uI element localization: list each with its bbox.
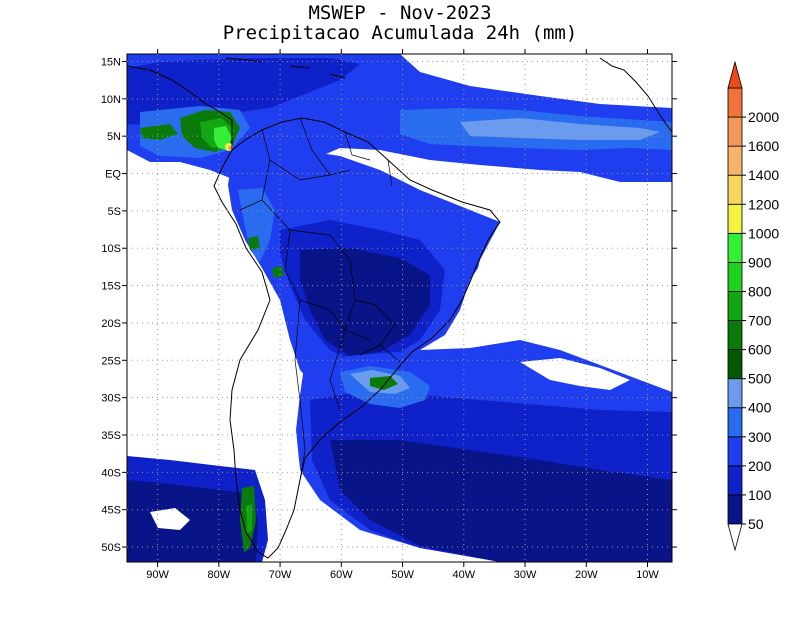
colorbar-swatch xyxy=(727,378,743,409)
dry-pacific xyxy=(127,160,296,456)
lat-tick-label: 40S xyxy=(101,467,121,479)
lat-tick-label: 5N xyxy=(107,131,121,143)
colorbar-swatch xyxy=(727,174,743,205)
lon-tick-label: 80W xyxy=(208,569,231,581)
country-borders xyxy=(239,117,401,481)
lat-tick-label: EQ xyxy=(105,169,121,181)
lat-tick-label: 20S xyxy=(101,318,121,330)
precip-pacific-green xyxy=(140,124,178,140)
precip-south-pacific-navy xyxy=(127,480,258,562)
lat-tick-label: 35S xyxy=(101,430,121,442)
map-subtitle: Precipitacao Acumulada 24h (mm) xyxy=(222,22,578,44)
colorbar: 50 100 200 300 400 500 600 700 800 900 1000 1200 140… xyxy=(727,60,779,552)
africa-coastline xyxy=(599,57,672,133)
colorbar-swatch xyxy=(727,232,743,263)
colorbar-label: 400 xyxy=(748,400,772,416)
colorbar-label: 500 xyxy=(748,371,772,387)
lat-tick-label: 10S xyxy=(101,243,121,255)
colorbar-label: 300 xyxy=(748,429,772,445)
lat-tick-label: 15N xyxy=(101,56,121,68)
colorbar-swatch xyxy=(727,145,743,176)
colorbar-label: 50 xyxy=(748,516,764,532)
lat-tick-label: 10N xyxy=(101,94,121,106)
precip-brazil-navy xyxy=(300,248,430,356)
lon-tick-label: 40W xyxy=(452,569,475,581)
precip-south-atlantic-navy xyxy=(330,440,672,562)
colorbar-swatch xyxy=(727,87,743,118)
colorbar-swatch xyxy=(727,436,743,467)
dry-pacific-patch xyxy=(150,508,190,530)
precip-peru-green xyxy=(248,236,260,250)
lon-tick-label: 50W xyxy=(391,569,414,581)
dry-atlantic-north xyxy=(460,170,672,392)
lat-tick-label: 5S xyxy=(108,206,121,218)
colorbar-swatch xyxy=(727,465,743,496)
colorbar-bottom-arrow xyxy=(727,523,743,552)
colorbar-top-arrow xyxy=(727,60,743,89)
lon-tick-label: 70W xyxy=(269,569,292,581)
lat-tick-label: 15S xyxy=(101,281,121,293)
colorbar-label: 800 xyxy=(748,283,772,299)
colorbar-label: 1400 xyxy=(748,167,779,183)
precip-max-orange xyxy=(228,146,232,150)
colorbar-swatch xyxy=(727,116,743,147)
map-field xyxy=(127,54,672,562)
lat-tick-label: 30S xyxy=(101,393,121,405)
graticule xyxy=(127,54,672,562)
dry-atlantic-south-patch xyxy=(520,358,630,390)
precip-peru-green2 xyxy=(272,266,284,278)
precip-southbrazil-green xyxy=(370,376,398,390)
lat-tick-label: 45S xyxy=(101,505,121,517)
lat-tick-label: 50S xyxy=(101,542,121,554)
lon-tick-label: 10W xyxy=(636,569,659,581)
colorbar-swatch xyxy=(727,494,743,525)
colorbar-label: 1000 xyxy=(748,225,779,241)
lat-tick-label: 25S xyxy=(101,355,121,367)
lon-tick-label: 90W xyxy=(146,569,169,581)
colorbar-label: 900 xyxy=(748,254,772,270)
colorbar-swatch xyxy=(727,291,743,321)
colorbar-swatch xyxy=(727,349,743,380)
colorbar-label: 2000 xyxy=(748,109,779,125)
colorbar-label: 100 xyxy=(748,487,772,503)
lon-tick-label: 20W xyxy=(575,569,598,581)
colorbar-swatch xyxy=(727,407,743,438)
central-america-coastline xyxy=(127,65,233,150)
colorbar-label: 600 xyxy=(748,342,772,358)
precip-chile-bright xyxy=(246,504,252,534)
map-frame xyxy=(126,53,673,563)
colorbar-swatch xyxy=(727,320,743,350)
colorbar-swatch xyxy=(727,261,743,292)
colorbar-label: 700 xyxy=(748,313,772,329)
colorbar-swatch xyxy=(727,203,743,234)
lon-tick-label: 30W xyxy=(514,569,537,581)
lon-tick-label: 60W xyxy=(330,569,353,581)
axis-ticks: 15N 10N 5N EQ 5S 10S 15S 20S 25S 30S 35S 40S 45S 50S 9… xyxy=(101,49,677,581)
colorbar-label: 1600 xyxy=(748,138,779,154)
precip-itcz-light xyxy=(460,118,660,140)
map-title: MSWEP - Nov-2023 xyxy=(308,2,492,24)
colorbar-label: 200 xyxy=(748,458,772,474)
colorbar-label: 1200 xyxy=(748,196,779,212)
